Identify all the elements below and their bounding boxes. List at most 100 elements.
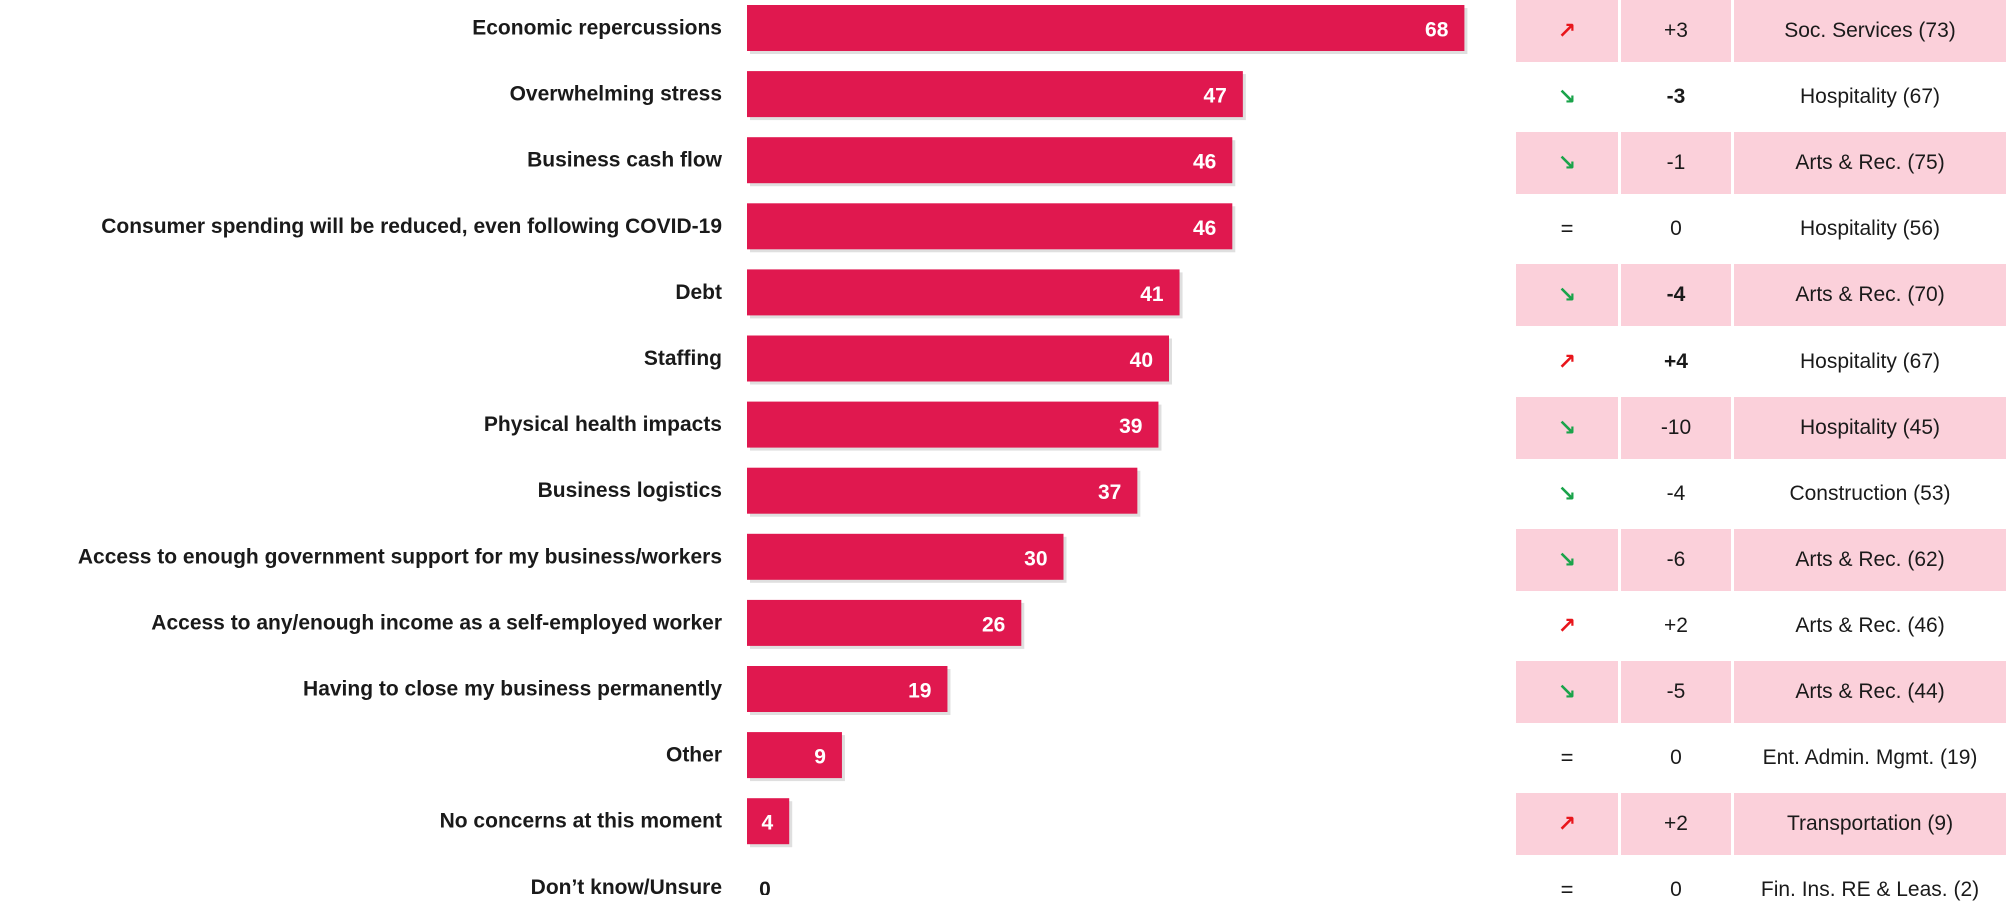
down-icon: ↘: [1557, 282, 1577, 308]
change-value: +4: [1664, 349, 1688, 373]
change-value: -1: [1621, 132, 1731, 195]
table-row: ↘ -3 Hospitality (67): [1516, 66, 2006, 128]
category-label: Consumer spending will be reduced, even …: [101, 215, 722, 238]
trend-cell: ↗: [1516, 793, 1618, 856]
table-row: ↘ -6 Arts & Rec. (62): [1516, 528, 2006, 591]
bar: [747, 269, 1180, 316]
change-value: -10: [1621, 396, 1731, 459]
value-label: 9: [814, 746, 826, 769]
bar: [747, 599, 1022, 646]
comparison-table: ↗ +3 Soc. Services (73) ↘ -3 Hospitality (67)…: [1516, 0, 2006, 901]
change-value: -4: [1666, 481, 1686, 505]
change-value: 0: [1670, 746, 1682, 770]
down-icon: ↘: [1557, 150, 1577, 176]
top-sector: Transportation (9): [1734, 793, 2006, 856]
down-icon: ↘: [1557, 546, 1577, 572]
category-label: Debt: [675, 281, 722, 304]
change-value: 0: [1670, 878, 1682, 902]
down-icon: ↘: [1557, 84, 1577, 110]
bar: [747, 732, 842, 779]
bar-chart: Economic repercussions 68 Overwhelming str…: [78, 5, 1468, 895]
category-label: Economic repercussions: [472, 17, 722, 40]
change-value: +3: [1621, 0, 1731, 62]
change-value: +2: [1621, 793, 1731, 856]
trend-cell: =: [1516, 198, 1618, 260]
table-row: ↘ -4 Arts & Rec. (70): [1516, 264, 2006, 327]
table-row: ↘ -10 Hospitality (45): [1516, 396, 2006, 459]
value-label: 19: [908, 680, 931, 703]
trend-cell: =: [1516, 859, 1618, 921]
top-sector: Hospitality (56): [1799, 217, 1941, 241]
category-label: Business cash flow: [527, 149, 723, 172]
category-label: Business logistics: [538, 479, 722, 502]
category-label: Other: [666, 744, 722, 767]
table-row: ↘ -5 Arts & Rec. (44): [1516, 661, 2006, 723]
bar: [747, 71, 1243, 118]
category-label: Having to close my business permanently: [303, 678, 722, 701]
top-sector: Hospitality (67): [1799, 85, 1941, 109]
change-value: -3: [1666, 85, 1686, 109]
change-value: 0: [1670, 217, 1682, 241]
change-value: -4: [1621, 264, 1731, 327]
trend-cell: ↘: [1516, 661, 1618, 723]
down-icon: ↘: [1557, 414, 1577, 440]
value-label: 40: [1130, 349, 1153, 372]
value-label: 46: [1193, 151, 1216, 174]
top-sector: Soc. Services (73): [1734, 0, 2006, 62]
trend-cell: ↘: [1516, 463, 1618, 525]
up-icon: ↗: [1557, 348, 1577, 374]
up-icon: ↗: [1557, 18, 1577, 43]
trend-cell: =: [1516, 727, 1618, 789]
trend-cell: ↗: [1516, 331, 1618, 393]
top-sector: Ent. Admin. Mgmt. (19): [1762, 746, 1978, 770]
top-sector: Arts & Rec. (44): [1734, 661, 2006, 723]
value-label: 46: [1193, 217, 1216, 240]
trend-cell: ↘: [1516, 264, 1618, 327]
value-label: 47: [1203, 85, 1226, 108]
bar: [747, 137, 1233, 184]
top-sector: Hospitality (67): [1799, 349, 1941, 373]
table-row: ↗ +2 Arts & Rec. (46): [1516, 595, 2006, 657]
down-icon: ↘: [1557, 480, 1577, 506]
equal-icon: =: [1560, 745, 1574, 771]
category-label: Access to enough government support for …: [78, 545, 722, 568]
table-row: = 0 Ent. Admin. Mgmt. (19): [1516, 727, 2006, 789]
table-row: ↗ +4 Hospitality (67): [1516, 331, 2006, 393]
top-sector: Arts & Rec. (75): [1734, 132, 2006, 195]
change-value: -6: [1621, 528, 1731, 591]
top-sector: Arts & Rec. (70): [1734, 264, 2006, 327]
category-label: Overwhelming stress: [510, 83, 722, 106]
trend-cell: ↗: [1516, 595, 1618, 657]
top-sector: Construction (53): [1789, 481, 1951, 505]
category-label: No concerns at this moment: [440, 810, 722, 833]
equal-icon: =: [1560, 877, 1574, 903]
bar: [747, 467, 1138, 514]
table-row: = 0 Hospitality (56): [1516, 198, 2006, 260]
up-icon: ↗: [1557, 612, 1577, 638]
value-label: 30: [1024, 547, 1047, 570]
trend-cell: ↘: [1516, 396, 1618, 459]
change-value: -5: [1621, 661, 1731, 723]
table-row: ↗ +2 Transportation (9): [1516, 793, 2006, 856]
value-label: 0: [759, 878, 771, 895]
bar: [747, 335, 1169, 382]
bar: [747, 5, 1465, 51]
change-value: +2: [1664, 613, 1688, 637]
top-sector: Arts & Rec. (46): [1795, 613, 1945, 637]
bar: [747, 533, 1064, 580]
trend-cell: ↗: [1516, 0, 1618, 62]
value-label: 26: [982, 613, 1005, 636]
trend-cell: ↘: [1516, 132, 1618, 195]
bar: [747, 203, 1233, 250]
down-icon: ↘: [1557, 679, 1577, 704]
bar: [747, 798, 790, 845]
value-label: 68: [1425, 19, 1449, 42]
table-row: ↗ +3 Soc. Services (73): [1516, 0, 2006, 62]
bar: [747, 401, 1159, 448]
top-sector: Hospitality (45): [1734, 396, 2006, 459]
trend-cell: ↘: [1516, 528, 1618, 591]
category-label: Physical health impacts: [484, 413, 722, 436]
trend-cell: ↘: [1516, 66, 1618, 128]
value-label: 4: [762, 812, 774, 835]
category-label: Staffing: [644, 347, 722, 370]
